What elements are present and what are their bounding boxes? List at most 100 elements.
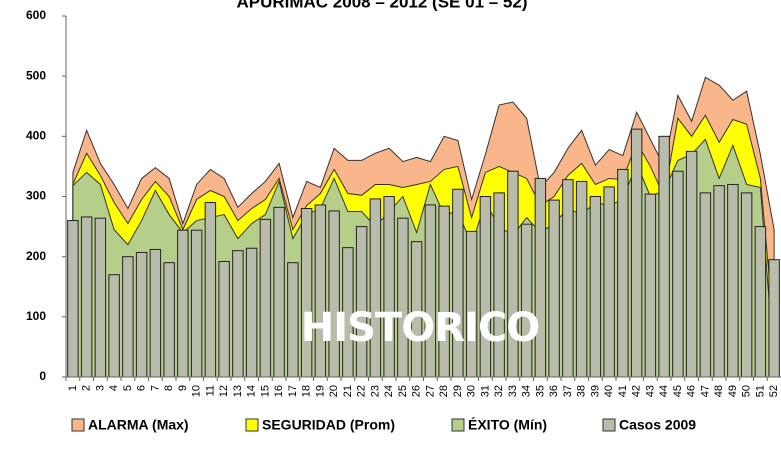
x-tick-label: 4 bbox=[108, 385, 120, 391]
x-tick-label: 45 bbox=[672, 385, 684, 397]
x-tick-label: 3 bbox=[94, 385, 106, 391]
bar bbox=[630, 128, 643, 378]
x-tick-label: 27 bbox=[424, 385, 436, 397]
legend-swatch bbox=[71, 418, 85, 432]
x-tick-label: 5 bbox=[122, 385, 134, 391]
x-tick-label: 30 bbox=[466, 385, 478, 397]
legend-label: SEGURIDAD (Prom) bbox=[262, 417, 395, 433]
bar bbox=[177, 229, 189, 378]
x-tick-label: 16 bbox=[273, 385, 285, 397]
legend-label: Casos 2009 bbox=[619, 417, 696, 433]
x-tick-label: 26 bbox=[411, 385, 423, 397]
x-tick-label: 49 bbox=[727, 385, 739, 397]
x-tick-label: 50 bbox=[741, 385, 753, 397]
x-tick-label: 39 bbox=[589, 385, 601, 397]
x-tick-label: 23 bbox=[369, 385, 381, 397]
bar bbox=[589, 196, 602, 378]
bar bbox=[218, 260, 230, 378]
annotation: HISTORICO bbox=[301, 305, 540, 351]
bar bbox=[562, 179, 574, 378]
x-tick-label: 42 bbox=[631, 385, 643, 397]
x-tick-label: 32 bbox=[493, 385, 505, 397]
legend-label: ÉXITO (Mín) bbox=[468, 417, 547, 433]
x-tick-label: 6 bbox=[136, 385, 148, 391]
x-tick-label: 2 bbox=[81, 385, 93, 391]
x-tick-label: 9 bbox=[177, 385, 189, 391]
bar bbox=[603, 186, 615, 378]
legend-swatch bbox=[245, 418, 259, 432]
x-tick-label: 8 bbox=[163, 385, 175, 391]
y-tick-label: 200 bbox=[26, 249, 46, 263]
y-tick-label: 500 bbox=[26, 68, 46, 82]
x-tick-label: 25 bbox=[397, 385, 409, 397]
bar bbox=[768, 259, 780, 378]
x-tick-label: 36 bbox=[548, 385, 560, 397]
legend-label: ALARMA (Max) bbox=[88, 417, 189, 433]
bar bbox=[328, 210, 340, 378]
x-tick-label: 51 bbox=[754, 385, 766, 397]
bar bbox=[617, 168, 629, 378]
bar bbox=[644, 193, 657, 378]
x-tick-label: 10 bbox=[191, 385, 203, 397]
bar bbox=[122, 256, 134, 378]
bar bbox=[672, 170, 684, 378]
bar bbox=[80, 216, 93, 378]
x-tick-label: 46 bbox=[686, 385, 698, 397]
x-tick-label: 47 bbox=[699, 385, 711, 397]
bar bbox=[397, 217, 409, 378]
bar bbox=[424, 204, 437, 378]
x-tick-label: 31 bbox=[479, 385, 491, 397]
bar bbox=[658, 135, 670, 378]
bar bbox=[259, 218, 272, 378]
x-tick-label: 29 bbox=[452, 385, 464, 397]
x-tick-label: 7 bbox=[149, 385, 161, 391]
bar bbox=[685, 150, 698, 378]
bar bbox=[135, 251, 148, 378]
legend-swatch bbox=[451, 418, 465, 432]
x-tick-label: 38 bbox=[576, 385, 588, 397]
x-tick-label: 19 bbox=[314, 385, 326, 397]
bar bbox=[149, 248, 162, 378]
y-tick-label: 0 bbox=[39, 369, 46, 383]
x-tick-label: 17 bbox=[287, 385, 299, 397]
x-tick-label: 20 bbox=[328, 385, 340, 397]
bar bbox=[163, 262, 175, 378]
bar bbox=[300, 208, 313, 378]
x-tick-label: 22 bbox=[356, 385, 368, 397]
bar bbox=[520, 223, 533, 378]
legend-swatch bbox=[602, 418, 616, 432]
bar bbox=[355, 226, 368, 378]
y-tick-label: 300 bbox=[26, 189, 46, 203]
x-tick-label: 21 bbox=[342, 385, 354, 397]
x-tick-label: 37 bbox=[562, 385, 574, 397]
x-tick-label: 1 bbox=[67, 385, 79, 391]
bar bbox=[190, 229, 203, 378]
bar bbox=[575, 180, 588, 378]
bar bbox=[204, 202, 217, 378]
bar bbox=[314, 204, 327, 378]
bar bbox=[232, 250, 244, 378]
x-tick-label: 35 bbox=[534, 385, 546, 397]
chart-title: APURIMAC 2008 – 2012 (SE 01 – 52) bbox=[236, 0, 527, 11]
bar bbox=[713, 185, 725, 378]
bar bbox=[287, 262, 299, 378]
x-tick-label: 41 bbox=[617, 385, 629, 397]
x-tick-label: 15 bbox=[259, 385, 271, 397]
x-tick-label: 14 bbox=[246, 385, 258, 397]
x-tick-label: 52 bbox=[768, 385, 780, 397]
x-tick-label: 13 bbox=[232, 385, 244, 397]
x-tick-label: 28 bbox=[438, 385, 450, 397]
x-tick-label: 33 bbox=[507, 385, 519, 397]
bar bbox=[740, 192, 753, 378]
y-tick-label: 600 bbox=[26, 8, 46, 22]
bar bbox=[548, 199, 560, 378]
bar bbox=[699, 192, 712, 378]
y-tick-label: 100 bbox=[26, 309, 46, 323]
bar bbox=[273, 206, 285, 378]
x-tick-label: 44 bbox=[658, 385, 670, 397]
bar bbox=[727, 183, 739, 378]
bar bbox=[94, 217, 107, 378]
x-tick-label: 11 bbox=[204, 385, 216, 396]
bar bbox=[108, 274, 120, 378]
